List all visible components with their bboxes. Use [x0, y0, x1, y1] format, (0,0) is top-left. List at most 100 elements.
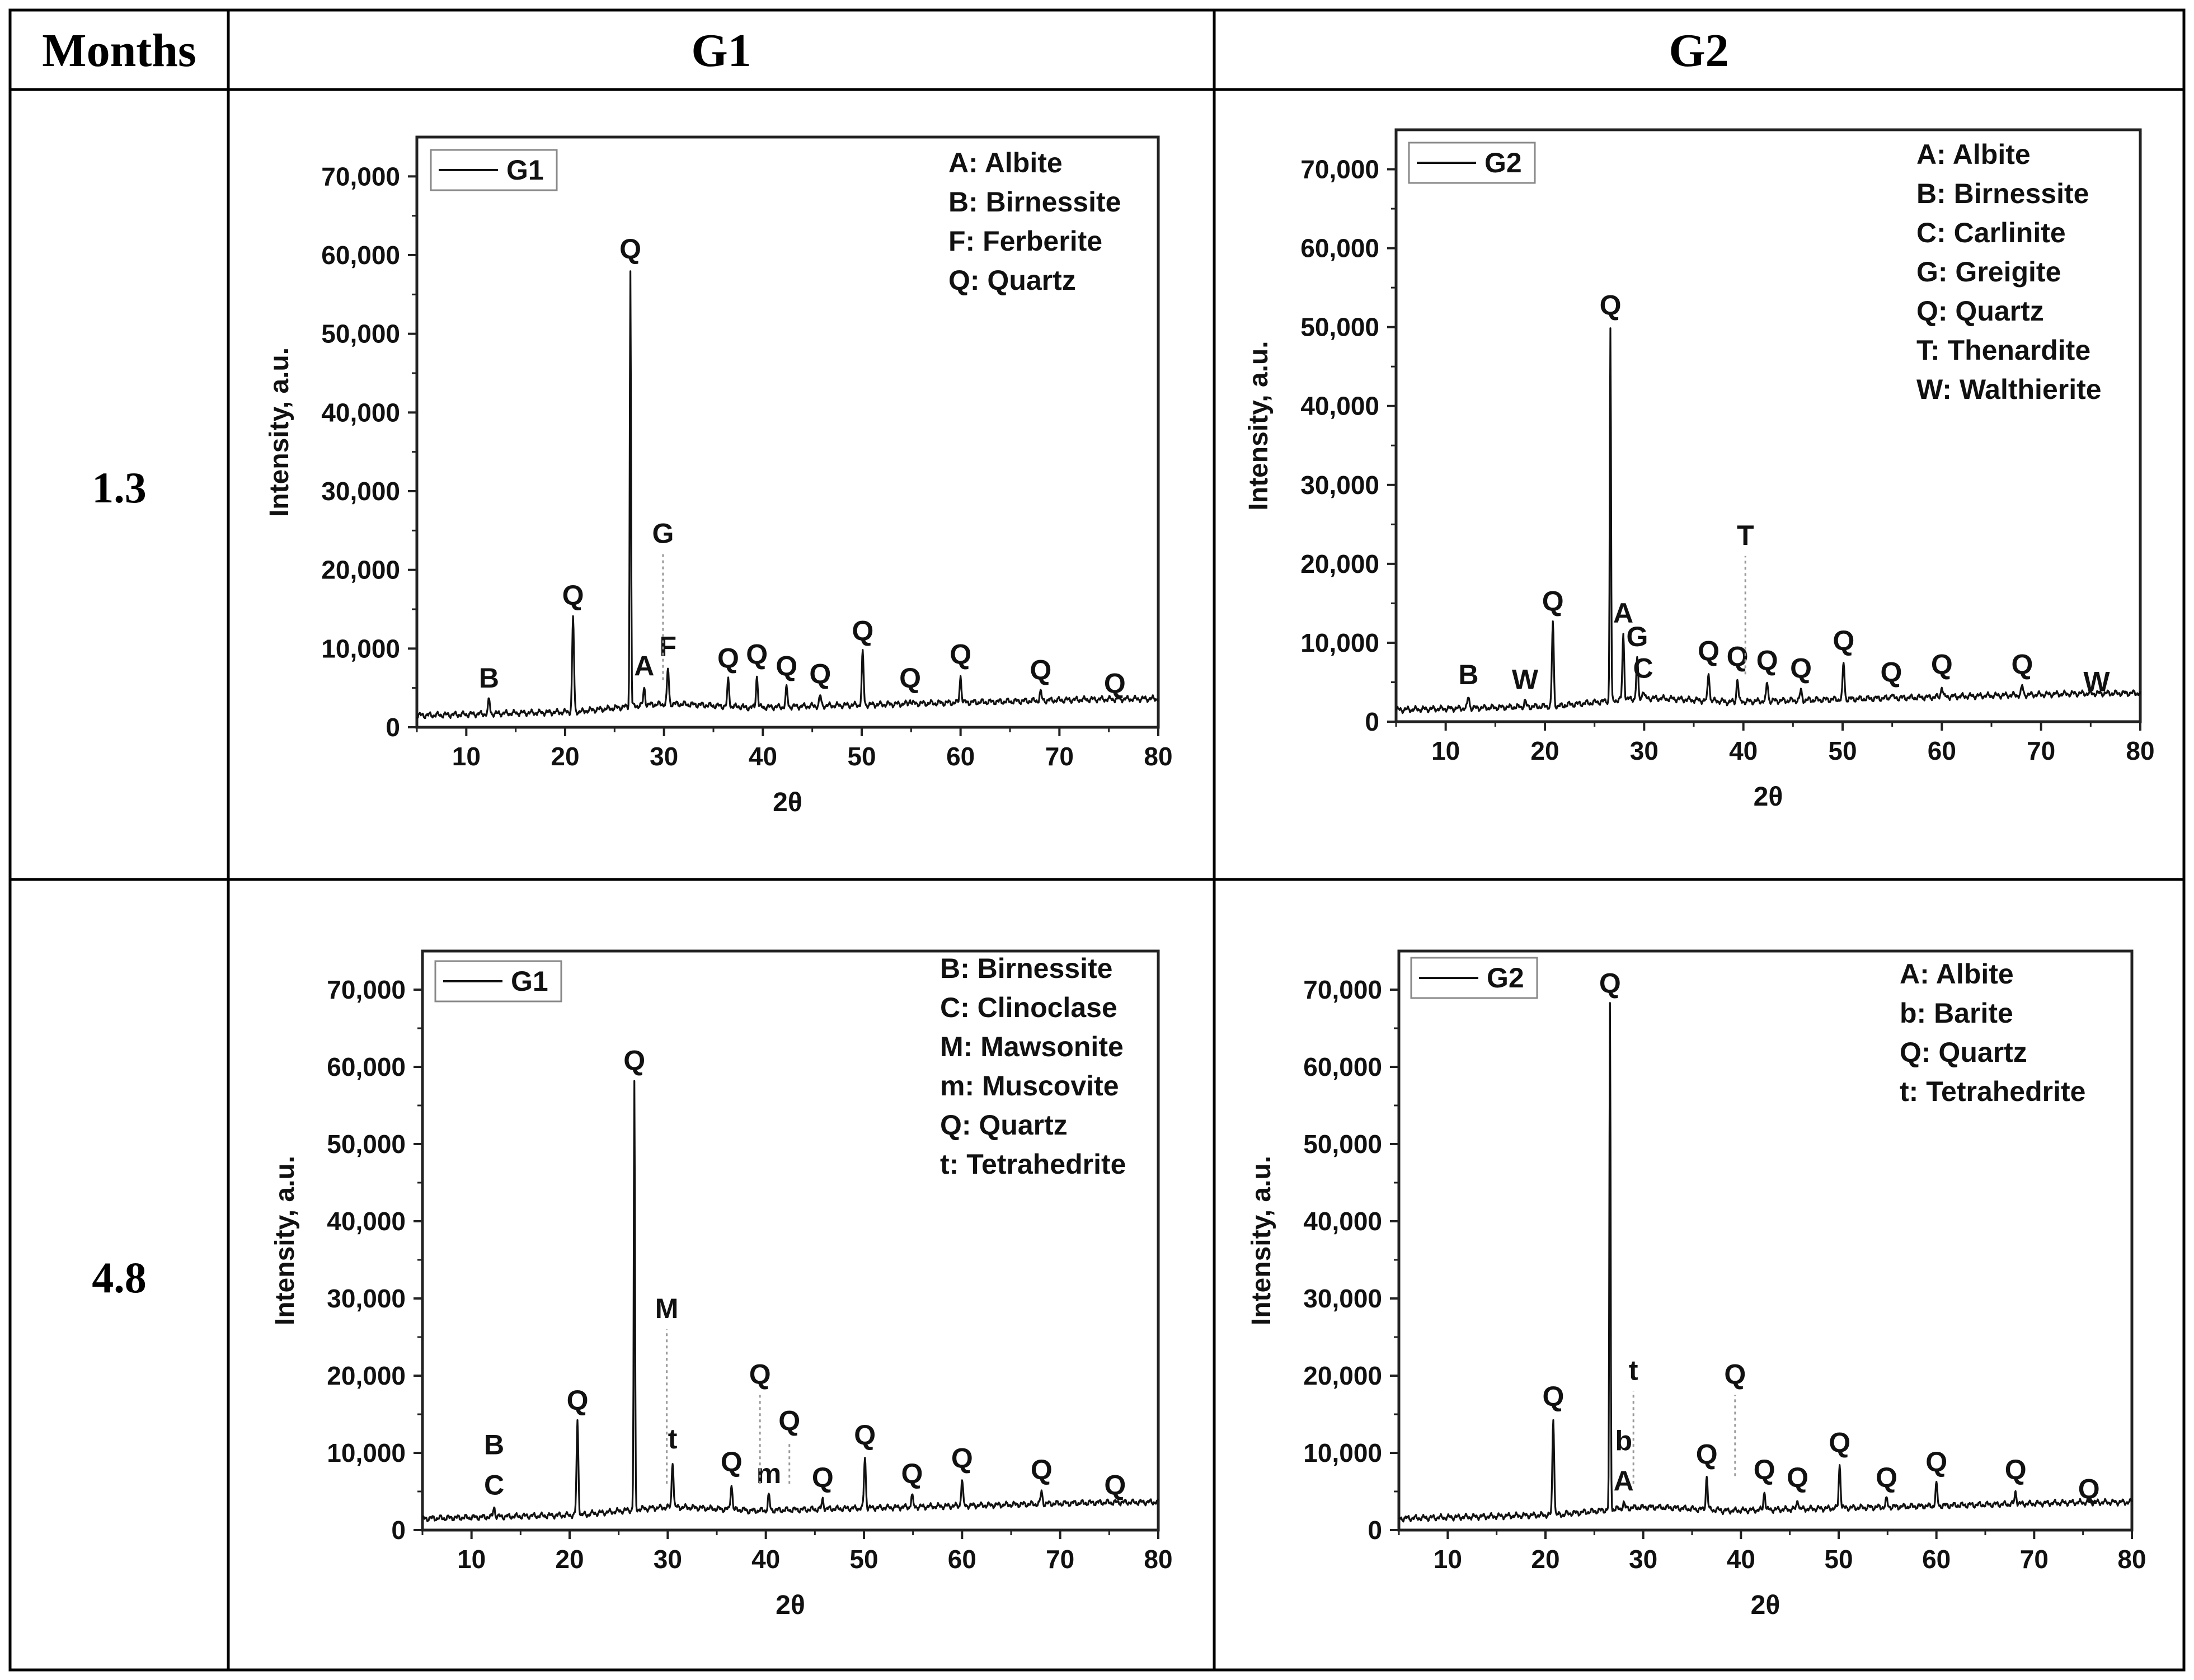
y-tick-label: 40,000	[327, 1207, 406, 1236]
y-tick-label: 20,000	[327, 1361, 406, 1390]
x-tick-label: 70	[1045, 742, 1074, 771]
y-tick-label: 10,000	[327, 1438, 406, 1467]
x-tick-label: 70	[2027, 736, 2055, 765]
peak-label: Q	[1833, 625, 1854, 656]
peak-label: W	[1512, 663, 1539, 695]
peak-label: Q	[1754, 1454, 1775, 1485]
peak-label-secondary: b	[1615, 1425, 1632, 1457]
peak-label: Q	[1790, 653, 1812, 684]
y-tick-label: 50,000	[327, 1130, 406, 1159]
y-tick-label: 0	[1365, 707, 1379, 736]
y-tick-label: 40,000	[321, 398, 400, 427]
mineral-legend-entry: B: Birnessite	[940, 953, 1112, 984]
peak-label: Q	[2012, 649, 2033, 680]
x-tick-label: 50	[1828, 736, 1857, 765]
mineral-legend-entry: M: Mawsonite	[940, 1031, 1124, 1062]
mineral-legend-entry: A: Albite	[1900, 958, 2014, 990]
y-tick-label: 30,000	[1300, 470, 1379, 500]
y-tick-label: 60,000	[1300, 234, 1379, 263]
diffraction-series-line	[421, 1080, 1159, 1522]
peak-label: Q	[1600, 290, 1622, 321]
peak-label: Q	[1925, 1446, 1947, 1477]
mineral-legend-entry: A: Albite	[948, 147, 1063, 178]
peak-label: C	[484, 1470, 504, 1501]
chart-g2-4-8: 10 20 30 40 50 60 70 80 0 10,000 20,000 30,000 40,00…	[1247, 949, 2146, 1620]
peak-label: Q	[812, 1462, 834, 1493]
mineral-legend-entry: W: Walthierite	[1916, 374, 2102, 405]
y-tick-label: 40,000	[1300, 392, 1379, 421]
peak-label: Q	[901, 1458, 923, 1489]
x-axis-label: 2θ	[1754, 782, 1783, 812]
mineral-legend-entry: G: Greigite	[1916, 256, 2061, 288]
y-axis-label: Intensity, a.u.	[270, 1156, 300, 1325]
x-tick-label: 60	[948, 1545, 976, 1574]
peak-label: Q	[619, 233, 641, 265]
peak-label: Q	[721, 1446, 743, 1477]
x-axis-label: 2θ	[1751, 1590, 1780, 1620]
x-tick-label: 20	[555, 1545, 584, 1574]
y-axis-label: Intensity, a.u.	[1247, 1156, 1276, 1325]
peak-label: Q	[951, 1442, 973, 1474]
peak-label: A	[1613, 597, 1633, 629]
diffraction-series-line	[1396, 327, 2141, 714]
peak-label: Q	[1031, 1454, 1053, 1485]
peak-marker-label: G	[652, 518, 674, 549]
y-tick-label: 30,000	[321, 477, 400, 506]
mineral-legend-entry: b: Barite	[1900, 997, 2013, 1029]
row-months-2: 4.8	[92, 1253, 147, 1302]
peak-marker-label: Q	[1724, 1359, 1746, 1390]
x-tick-label: 80	[1144, 1545, 1172, 1574]
plot-frame	[1397, 949, 2134, 1532]
y-tick-label: 60,000	[1303, 1052, 1382, 1081]
peak-label: W	[2083, 666, 2110, 698]
x-tick-label: 40	[751, 1545, 780, 1574]
x-tick-label: 40	[1727, 1545, 1755, 1574]
x-tick-label: 30	[1630, 736, 1659, 765]
peak-label: Q	[852, 615, 873, 646]
plot-frame	[1394, 128, 2142, 723]
peak-label: t	[668, 1423, 678, 1455]
peak-label: Q	[899, 662, 921, 694]
peak-label: Q	[1030, 655, 1051, 686]
y-axis-label: Intensity, a.u.	[265, 347, 294, 517]
chart-g1-4-8: 10 20 30 40 50 60 70 80 0 10,000 20,000 30,000 40,00…	[270, 949, 1173, 1620]
chart-g1-1-3: 10 20 30 40 50 60 70 80 0 10,000 20,000 30,000 40,00…	[265, 135, 1173, 817]
x-tick-label: 10	[452, 742, 481, 771]
series-legend-label: G1	[511, 966, 548, 997]
mineral-legend-entry: C: Carlinite	[1916, 217, 2066, 248]
mineral-legend-entry: m: Muscovite	[940, 1070, 1119, 1102]
peak-label-secondary: B	[484, 1429, 504, 1461]
x-tick-label: 30	[650, 742, 678, 771]
y-tick-label: 20,000	[321, 556, 400, 585]
mineral-legend-entry: t: Tetrahedrite	[1900, 1076, 2085, 1107]
mineral-legend-entry: B: Birnessite	[1916, 178, 2089, 209]
peak-label: C	[1633, 653, 1653, 684]
header-g2: G2	[1669, 25, 1728, 77]
peak-label: F	[659, 631, 676, 662]
mineral-legend-entry: Q: Quartz	[948, 265, 1076, 296]
x-tick-label: 80	[1144, 742, 1172, 771]
x-tick-label: 10	[1431, 736, 1460, 765]
mineral-legend-entry: B: Birnessite	[948, 186, 1121, 218]
header-g1: G1	[691, 25, 751, 77]
y-tick-label: 10,000	[1300, 628, 1379, 657]
diffraction-series-line	[416, 270, 1159, 719]
header-months: Months	[42, 25, 196, 77]
y-tick-label: 70,000	[327, 975, 406, 1004]
x-tick-label: 20	[551, 742, 579, 771]
peak-label: Q	[746, 639, 768, 670]
y-tick-label: 60,000	[327, 1052, 406, 1081]
peak-label: Q	[1931, 649, 1953, 680]
y-tick-label: 0	[386, 713, 400, 742]
y-tick-label: 50,000	[321, 319, 400, 349]
peak-label: Q	[1880, 657, 1902, 688]
y-axis-label: Intensity, a.u.	[1244, 341, 1274, 510]
peak-marker-label: M	[655, 1293, 679, 1324]
y-tick-label: 70,000	[321, 162, 400, 191]
mineral-legend-entry: t: Tetrahedrite	[940, 1149, 1126, 1180]
peak-label: Q	[1104, 1470, 1126, 1501]
y-tick-label: 0	[391, 1516, 406, 1545]
peak-marker-label: t	[1629, 1355, 1638, 1386]
peak-label: Q	[1787, 1462, 1808, 1493]
peak-label: Q	[854, 1419, 876, 1451]
